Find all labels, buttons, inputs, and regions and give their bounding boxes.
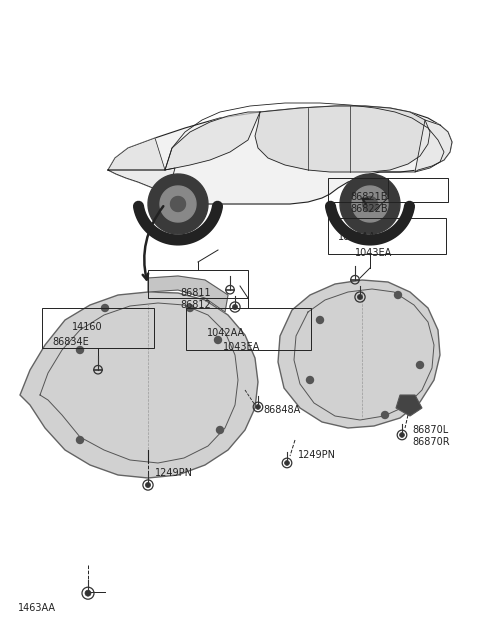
Circle shape — [285, 461, 289, 465]
Circle shape — [307, 377, 313, 384]
Bar — [328, 218, 446, 254]
Text: 1463AA: 1463AA — [18, 603, 56, 613]
Bar — [42, 308, 154, 348]
Text: 1043EA: 1043EA — [223, 342, 260, 352]
Circle shape — [382, 411, 388, 418]
Polygon shape — [148, 174, 208, 234]
Circle shape — [316, 317, 324, 324]
Polygon shape — [278, 280, 440, 428]
Text: 86811
86812: 86811 86812 — [180, 288, 211, 310]
Text: 1042AA: 1042AA — [207, 328, 245, 338]
Polygon shape — [352, 186, 388, 222]
Circle shape — [187, 305, 193, 312]
Polygon shape — [108, 138, 165, 170]
Circle shape — [399, 433, 404, 437]
Polygon shape — [255, 106, 430, 172]
Text: 1249PN: 1249PN — [155, 468, 193, 478]
Polygon shape — [108, 106, 452, 204]
Circle shape — [255, 404, 260, 410]
Text: 86834E: 86834E — [52, 337, 89, 347]
Polygon shape — [20, 292, 258, 478]
Circle shape — [215, 336, 221, 343]
Polygon shape — [396, 395, 422, 416]
Circle shape — [85, 590, 91, 596]
Circle shape — [216, 427, 224, 433]
Circle shape — [232, 305, 238, 310]
Text: 86821B
86822B: 86821B 86822B — [350, 192, 388, 214]
Circle shape — [395, 292, 401, 298]
Polygon shape — [148, 276, 228, 312]
Polygon shape — [415, 120, 452, 172]
Circle shape — [417, 362, 423, 369]
Circle shape — [76, 346, 84, 353]
Polygon shape — [165, 112, 260, 170]
Polygon shape — [362, 196, 377, 211]
Polygon shape — [160, 186, 196, 222]
Text: 1249PN: 1249PN — [298, 450, 336, 460]
Circle shape — [145, 483, 151, 488]
Polygon shape — [340, 174, 400, 234]
Text: 86848A: 86848A — [263, 405, 300, 415]
Bar — [148, 270, 248, 298]
Text: 1042AA: 1042AA — [338, 232, 376, 242]
Text: 86870L
86870R: 86870L 86870R — [412, 425, 450, 447]
Bar — [186, 308, 311, 350]
Text: 1043EA: 1043EA — [355, 248, 392, 258]
Circle shape — [358, 295, 362, 300]
Circle shape — [76, 437, 84, 444]
Polygon shape — [108, 168, 175, 194]
Circle shape — [101, 305, 108, 312]
Bar — [328, 178, 448, 202]
Polygon shape — [170, 196, 185, 211]
Text: 14160: 14160 — [72, 322, 103, 332]
